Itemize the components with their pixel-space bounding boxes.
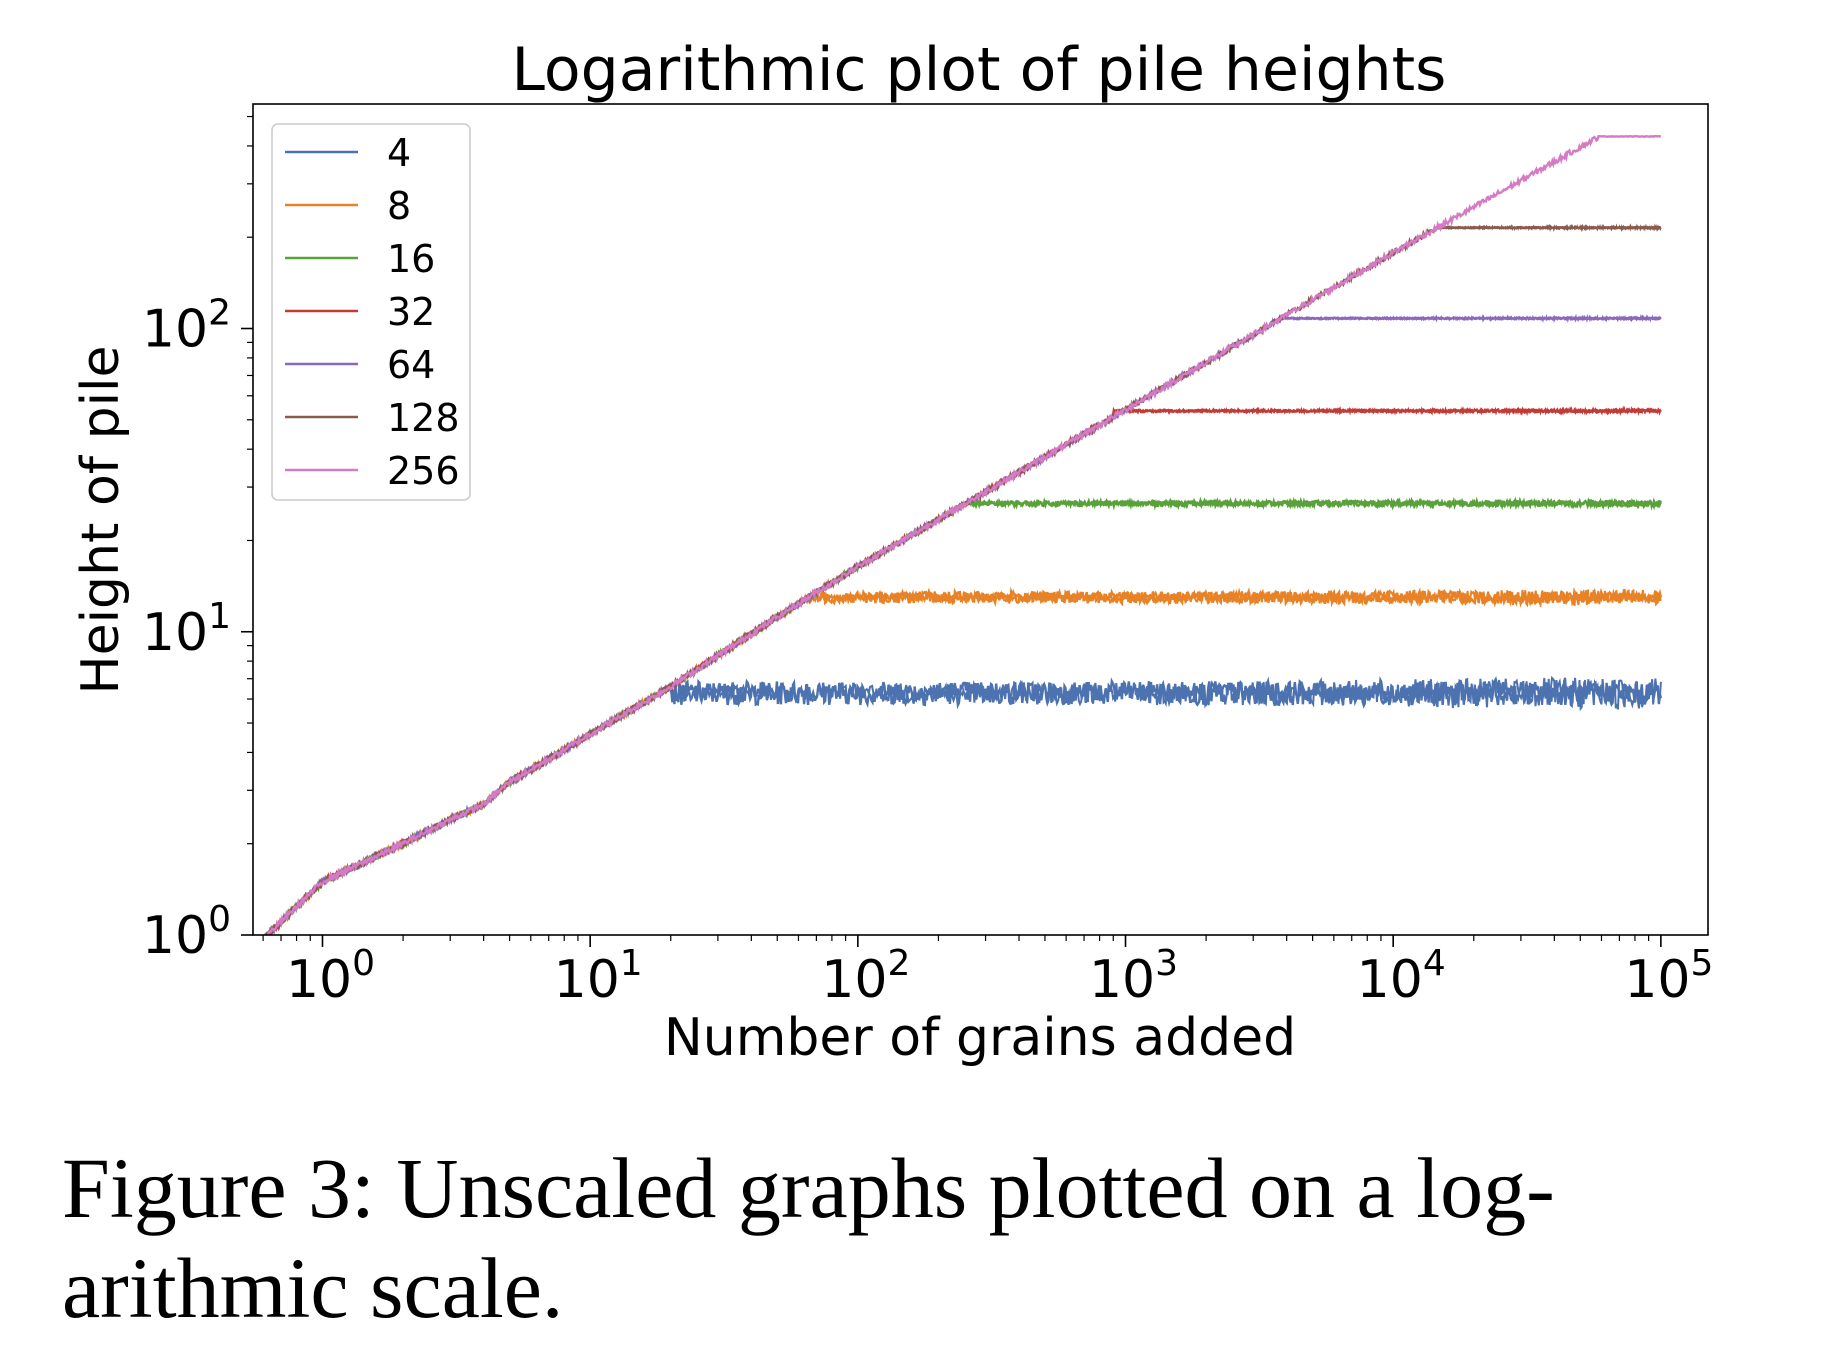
y-tick-label: 102 (142, 293, 231, 360)
series-band-128 (1435, 223, 1662, 233)
legend: 4 8 16 32 64 128 256 (271, 123, 471, 501)
x-tick-label: 102 (821, 943, 910, 1010)
chart-title: Logarithmic plot of pile heights (512, 35, 1447, 105)
chart: Logarithmic plot of pile heights 100 101 1… (71, 35, 1713, 1068)
plot-frame (252, 103, 1709, 936)
legend-label-4: 4 (387, 131, 411, 175)
legend-label-256: 256 (387, 449, 460, 493)
caption-line-2: arithmic scale. (62, 1240, 564, 1336)
y-tick-label: 100 (142, 899, 231, 966)
axis-ticks: 100 101 102 103 104 105 100 101 102 (142, 115, 1713, 1010)
series-line-8 (265, 586, 1663, 935)
legend-label-128: 128 (387, 396, 460, 440)
legend-label-64: 64 (387, 343, 435, 387)
series-band-16 (964, 496, 1662, 511)
series-band-64 (1280, 313, 1662, 324)
x-tick-label: 100 (286, 943, 375, 1010)
legend-label-32: 32 (387, 290, 435, 334)
x-tick-label: 105 (1624, 943, 1713, 1010)
x-tick-label: 103 (1089, 943, 1178, 1010)
series-band-32 (1112, 405, 1662, 417)
series-line-256 (262, 134, 1662, 935)
x-axis-label: Number of grains added (664, 1008, 1296, 1068)
y-tick-label: 101 (142, 596, 231, 663)
series-layer (262, 134, 1663, 935)
legend-box (271, 123, 471, 501)
series-line-16 (264, 496, 1662, 935)
series-band-8 (806, 587, 1662, 608)
legend-label-8: 8 (387, 184, 411, 228)
x-tick-label: 104 (1357, 943, 1446, 1010)
y-axis-label: Height of pile (71, 346, 131, 695)
figure-caption: Figure 3: Unscaled graphs plotted on a l… (62, 1138, 1782, 1338)
series-band-4 (669, 675, 1662, 712)
x-tick-label: 101 (554, 943, 643, 1010)
legend-label-16: 16 (387, 237, 435, 281)
caption-line-1: Figure 3: Unscaled graphs plotted on a l… (62, 1140, 1555, 1236)
